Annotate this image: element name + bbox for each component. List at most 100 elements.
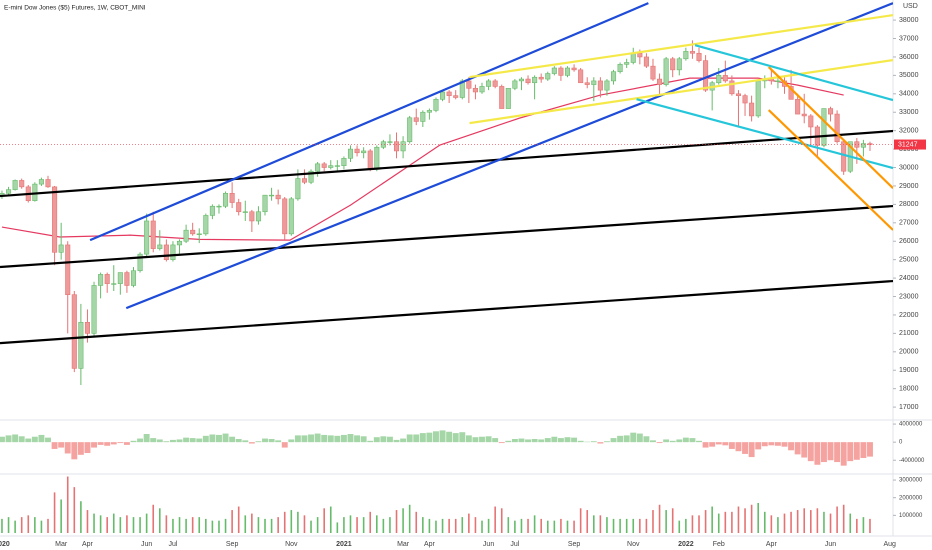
osc-bar bbox=[814, 442, 821, 465]
osc-bar bbox=[676, 439, 683, 443]
candle-body bbox=[505, 87, 511, 109]
candle-body bbox=[551, 67, 557, 74]
volume-bar bbox=[310, 520, 312, 533]
osc-bar bbox=[531, 438, 538, 443]
candle-body bbox=[538, 76, 544, 80]
osc-bar bbox=[360, 436, 367, 443]
volume-bar bbox=[777, 517, 779, 533]
candle-body bbox=[703, 60, 709, 91]
osc-bar bbox=[663, 439, 670, 443]
price-pane bbox=[0, 2, 893, 385]
x-tick-label: Nov bbox=[627, 541, 640, 548]
candle-body bbox=[334, 165, 340, 167]
volume-bar bbox=[579, 508, 582, 533]
volume-bar bbox=[277, 517, 279, 533]
x-tick-label: 2022 bbox=[678, 541, 694, 548]
osc-bar bbox=[656, 442, 663, 444]
volume-bar bbox=[139, 517, 141, 533]
volume-bar bbox=[454, 518, 457, 533]
y-tick-label: 34000 bbox=[899, 91, 919, 98]
osc-bar bbox=[347, 434, 354, 443]
volume-tick-label: 2000000 bbox=[899, 495, 923, 501]
candle-body bbox=[393, 141, 400, 152]
volume-bar bbox=[685, 518, 687, 533]
volume-bar bbox=[546, 520, 549, 533]
osc-bar bbox=[492, 438, 499, 443]
volume-bar bbox=[231, 510, 233, 533]
candle-body bbox=[433, 99, 439, 111]
osc-bar bbox=[755, 442, 762, 450]
candle-body bbox=[144, 220, 150, 255]
volume-bar bbox=[178, 517, 181, 533]
volume-bar bbox=[849, 513, 852, 533]
volume-bar bbox=[592, 515, 595, 533]
osc-bar bbox=[820, 442, 827, 463]
volume-bar bbox=[435, 520, 437, 533]
volume-bar bbox=[507, 517, 510, 533]
osc-bar bbox=[229, 436, 236, 443]
osc-bar bbox=[610, 438, 617, 443]
osc-bar bbox=[636, 433, 643, 443]
candle-body bbox=[722, 75, 728, 82]
osc-bar bbox=[294, 435, 301, 443]
volume-bar bbox=[533, 515, 536, 533]
osc-bar bbox=[406, 434, 413, 443]
candle-body bbox=[236, 202, 242, 213]
volume-bar bbox=[823, 511, 825, 533]
osc-bar bbox=[281, 442, 288, 448]
volume-bar bbox=[270, 518, 273, 533]
volume-bar bbox=[73, 487, 76, 533]
volume-bar bbox=[47, 518, 49, 533]
volume-bar bbox=[415, 511, 418, 533]
candle-body bbox=[426, 110, 432, 113]
candle-body bbox=[630, 52, 636, 63]
volume-bar bbox=[224, 518, 227, 533]
candle-body bbox=[413, 117, 419, 122]
candle-body bbox=[663, 58, 669, 85]
osc-bar bbox=[64, 442, 71, 454]
osc-bar bbox=[216, 434, 222, 443]
osc-bar bbox=[189, 438, 196, 443]
candle-body bbox=[98, 274, 104, 286]
osc-bar bbox=[774, 442, 781, 446]
osc-bar bbox=[472, 437, 479, 443]
x-tick-label: Jun bbox=[141, 541, 152, 548]
volume-bar bbox=[816, 508, 819, 533]
candle-body bbox=[269, 194, 275, 197]
candle-body bbox=[367, 150, 373, 170]
candle-body bbox=[420, 111, 426, 122]
candle-body bbox=[321, 163, 327, 168]
chart-title: E-mini Dow Jones ($5) Futures, 1W, CBOT_… bbox=[4, 5, 146, 12]
trend-line bbox=[89, 2, 649, 242]
osc-bar bbox=[77, 442, 84, 455]
osc-bar bbox=[0, 436, 5, 443]
candle-body bbox=[361, 150, 367, 154]
osc-bar bbox=[742, 442, 749, 454]
volume-bar bbox=[810, 510, 812, 533]
volume-bar bbox=[93, 513, 95, 533]
osc-bar bbox=[58, 442, 65, 448]
osc-bar bbox=[590, 441, 597, 443]
volume-bar bbox=[290, 510, 293, 533]
volume-bar bbox=[172, 518, 174, 533]
osc-bar bbox=[518, 438, 525, 443]
volume-bar bbox=[422, 517, 424, 533]
osc-bar bbox=[557, 438, 564, 443]
x-tick-label: Apr bbox=[82, 541, 94, 548]
y-tick-label: 26000 bbox=[899, 238, 919, 245]
candle-body bbox=[860, 143, 866, 148]
volume-bar bbox=[704, 510, 707, 533]
candle-body bbox=[183, 229, 189, 242]
candle-body bbox=[643, 56, 649, 67]
candle-body bbox=[801, 113, 807, 117]
trend-line bbox=[767, 109, 893, 231]
osc-bar bbox=[419, 433, 426, 443]
volume-bar bbox=[99, 515, 102, 533]
candle-body bbox=[163, 244, 169, 260]
trend-line bbox=[0, 129, 893, 198]
volume-bar bbox=[53, 492, 56, 533]
osc-bar bbox=[71, 442, 78, 460]
volume-bar bbox=[711, 506, 713, 533]
candle-body bbox=[808, 115, 814, 128]
volume-bar bbox=[494, 506, 496, 533]
